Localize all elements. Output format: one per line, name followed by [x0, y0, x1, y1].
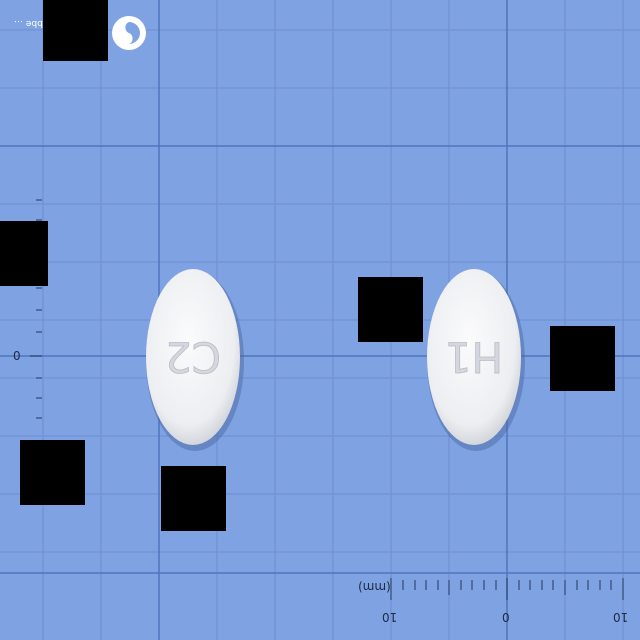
brand-logo-icon: [112, 16, 146, 50]
tablet-h1-imprint: H1: [445, 333, 503, 382]
left-ruler-zero-label: 0: [13, 348, 21, 362]
redaction-box: [0, 221, 48, 286]
tablet-c2: C2: [146, 269, 244, 451]
tablet-h1: H1: [427, 269, 525, 451]
brand-watermark: Xbbe …: [14, 14, 146, 59]
ruler-tick-label-left-10: 10: [382, 610, 398, 624]
redaction-box: [20, 440, 85, 505]
redaction-box: [161, 466, 226, 531]
redaction-box: [358, 277, 423, 342]
redaction-box: [550, 326, 615, 391]
bottom-ruler-ticks: [390, 578, 624, 600]
ruler-unit-label: (mm): [358, 580, 391, 594]
tablet-c2-imprint: C2: [165, 333, 221, 382]
ruler-tick-label-right-10: 10: [613, 610, 629, 624]
redaction-box: [43, 0, 108, 61]
ruler-tick-label-zero: 0: [502, 610, 510, 624]
